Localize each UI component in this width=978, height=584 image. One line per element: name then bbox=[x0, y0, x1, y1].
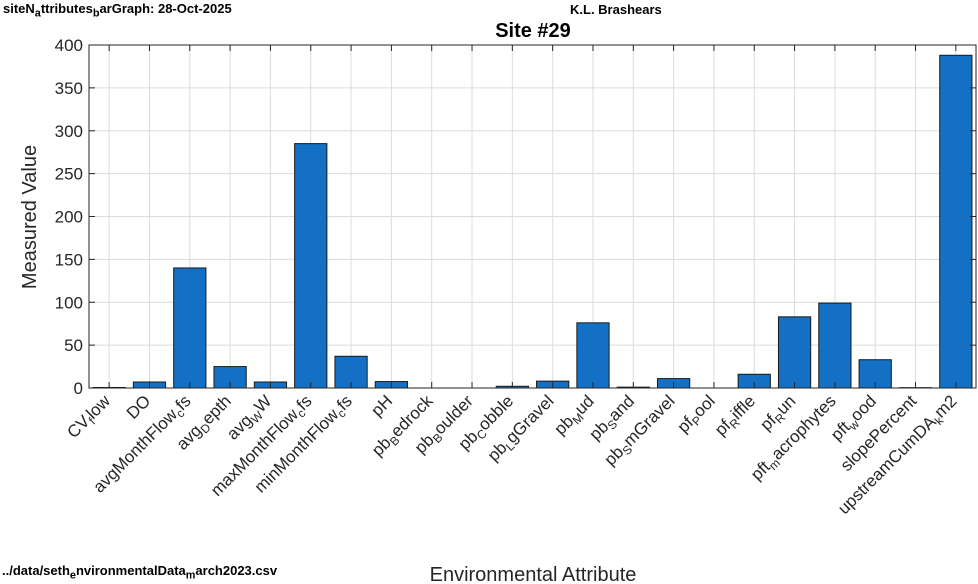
bar-pft_macrophytes bbox=[818, 302, 852, 389]
bars bbox=[92, 54, 973, 389]
y-tick-label: 300 bbox=[55, 122, 83, 141]
y-tick-label: 200 bbox=[55, 208, 83, 227]
y-tick-label: 0 bbox=[74, 379, 83, 398]
figure-header-left: siteNattributesbarGraph: 28-Oct-2025 bbox=[3, 1, 232, 20]
bar-upstreamCumDA_km2 bbox=[939, 54, 973, 389]
plot-frame bbox=[88, 44, 977, 389]
y-axis-title: Measured Value bbox=[19, 145, 41, 289]
x-tick-label-text: edrock bbox=[387, 391, 437, 441]
y-tick-label: 150 bbox=[55, 250, 83, 269]
data-file-path: ../data/sethenvironmentalDatamarch2023.c… bbox=[2, 563, 278, 582]
x-tick-label: pfPool bbox=[674, 391, 721, 438]
x-tick-label: pfRiffle bbox=[711, 391, 761, 441]
x-tick-label: CVflow bbox=[63, 391, 116, 444]
bar-maxMonthFlow_cfs bbox=[294, 143, 328, 389]
x-tick-label: DO bbox=[123, 391, 154, 422]
bar-pb_Mud bbox=[576, 322, 610, 389]
y-tick-label: 250 bbox=[55, 165, 83, 184]
bar-pf_Run bbox=[777, 316, 812, 389]
bar-avgMonthFlow_cfs bbox=[173, 267, 207, 389]
x-axis-title: Environmental Attribute bbox=[430, 564, 637, 584]
chart-title: Site #29 bbox=[495, 20, 571, 42]
x-tick-label-text: pH bbox=[367, 391, 396, 420]
y-tick-label: 350 bbox=[55, 79, 83, 98]
x-tick-label: pH bbox=[367, 391, 396, 420]
y-tick-label: 100 bbox=[55, 293, 83, 312]
author-label: K.L. Brashears bbox=[570, 2, 662, 17]
y-tick-label: 50 bbox=[64, 336, 83, 355]
x-tick-label-text: DO bbox=[123, 391, 154, 422]
y-tick-label: 400 bbox=[55, 36, 83, 55]
